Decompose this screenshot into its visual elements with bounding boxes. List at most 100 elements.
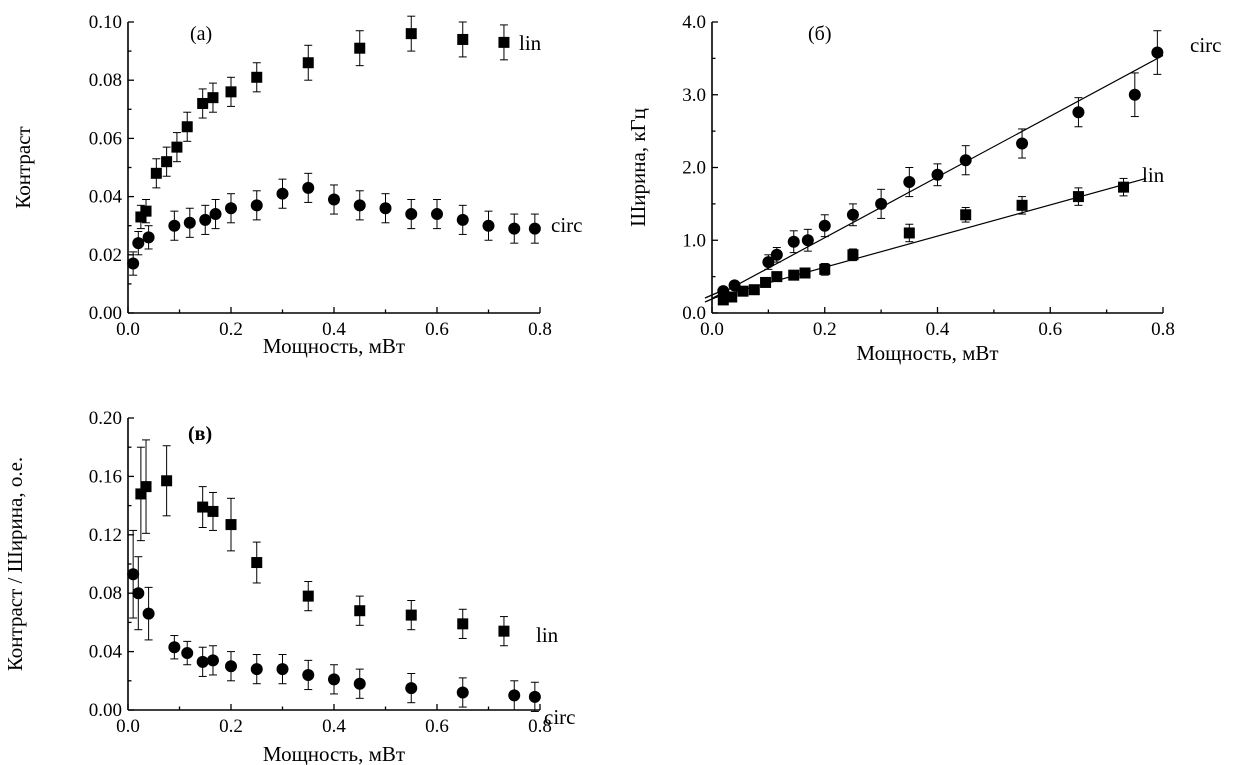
data-point-lin (135, 211, 147, 223)
data-point-circ (209, 208, 222, 221)
data-point-lin (847, 249, 859, 261)
data-point-circ (482, 219, 495, 232)
series-label-circ: circ (551, 213, 582, 237)
data-point-circ (770, 248, 783, 261)
data-point-circ (206, 654, 219, 667)
data-point-circ (276, 663, 289, 676)
data-point-circ (846, 208, 859, 221)
data-point-circ (127, 568, 140, 581)
x-tick-label: 0.8 (528, 319, 552, 340)
data-point-lin (150, 167, 162, 179)
y-tick-label: 0.10 (89, 12, 122, 33)
data-point-circ (405, 682, 418, 695)
panel-label: (б) (808, 23, 832, 45)
x-tick-label: 0.6 (425, 319, 449, 340)
data-point-circ (875, 197, 888, 210)
x-tick-label: 0.0 (116, 716, 140, 737)
x-tick-label: 0.6 (1038, 319, 1062, 340)
data-point-circ (508, 689, 521, 702)
x-tick-label: 0.4 (926, 319, 950, 340)
y-tick-label: 0.16 (89, 466, 122, 487)
x-tick-label: 0.8 (528, 716, 552, 737)
data-point-circ (353, 677, 366, 690)
y-tick-label: 0.00 (89, 700, 122, 721)
data-point-circ (787, 235, 800, 248)
data-point-circ (225, 202, 237, 215)
data-point-circ (328, 193, 340, 206)
x-tick-label: 0.2 (813, 319, 837, 340)
y-tick-label: 0.06 (89, 128, 122, 149)
data-point-circ (250, 663, 263, 676)
series-circ: circ (127, 529, 575, 729)
data-point-lin (457, 618, 469, 630)
data-point-circ (762, 256, 775, 269)
data-point-circ (528, 222, 541, 235)
x-tick-label: 0.2 (219, 319, 243, 340)
series-lin: lin (135, 439, 559, 647)
data-point-circ (508, 222, 521, 235)
data-point-circ (801, 234, 814, 247)
series-label-lin: lin (536, 623, 559, 647)
x-tick-label: 0.0 (700, 319, 724, 340)
data-point-lin (207, 505, 219, 517)
data-point-circ (353, 199, 366, 212)
y-tick-label: 4.0 (682, 12, 706, 33)
data-point-lin (726, 291, 738, 303)
data-point-lin (302, 57, 314, 69)
panel-b: 0.0 0.2 0.4 0.6 0.8 0.0 1.0 2.0 3.0 4.0 Мощность, … (626, 12, 1221, 365)
data-point-circ (132, 237, 145, 250)
data-point-circ (225, 660, 237, 673)
data-point-lin (354, 605, 366, 617)
series-lin: lin (711, 163, 1165, 306)
x-axis-label: Мощность, мВт (856, 341, 998, 365)
y-tick-label: 0.08 (89, 583, 122, 604)
x-tick-label: 0.6 (425, 716, 449, 737)
series-label-circ: circ (544, 705, 575, 729)
data-point-lin (251, 557, 263, 569)
data-point-circ (142, 231, 155, 244)
series-circ: circ (127, 172, 582, 276)
data-point-circ (328, 673, 340, 686)
data-point-circ (456, 686, 469, 699)
data-point-circ (456, 213, 469, 226)
data-point-lin (405, 609, 417, 621)
panel-c: 0.0 0.2 0.4 0.6 0.8 0.00 0.04 0.08 0.12 0.16 0.20 М… (3, 408, 575, 765)
data-point-lin (207, 92, 219, 104)
data-point-circ (302, 668, 315, 681)
data-point-circ (931, 168, 944, 181)
x-tick-label: 0.2 (219, 716, 243, 737)
y-tick-label: 3.0 (682, 85, 706, 106)
y-tick-label: 0.04 (89, 187, 123, 208)
data-point-lin (251, 71, 263, 83)
x-tick-label: 0.4 (322, 319, 346, 340)
y-tick-label: 0.12 (89, 525, 122, 546)
data-point-lin (717, 294, 729, 306)
y-tick-label: 0.20 (89, 408, 122, 429)
data-point-lin (140, 205, 152, 217)
data-point-lin (354, 42, 366, 54)
x-tick-label: 0.0 (116, 319, 140, 340)
data-point-circ (903, 176, 916, 189)
series-label-lin: lin (519, 31, 542, 55)
data-point-lin (302, 590, 314, 602)
data-point-lin (799, 267, 811, 279)
data-point-lin (1016, 199, 1028, 211)
data-point-circ (959, 154, 972, 167)
axis-break-mark (704, 291, 720, 299)
y-axis-label: Контраст / Ширина, о.е. (3, 457, 27, 671)
data-point-lin (225, 86, 237, 98)
data-point-circ (818, 219, 831, 232)
data-point-lin (161, 475, 173, 487)
data-point-lin (197, 97, 209, 109)
data-point-lin (197, 501, 209, 513)
y-tick-label: 0.08 (89, 70, 122, 91)
data-point-lin (135, 488, 147, 500)
data-point-circ (1016, 137, 1029, 150)
data-point-circ (168, 641, 181, 654)
data-point-circ (1128, 88, 1141, 101)
data-point-circ (168, 219, 181, 232)
data-point-lin (457, 33, 469, 45)
data-point-lin (498, 625, 510, 637)
y-tick-label: 0.0 (682, 303, 706, 324)
data-point-circ (183, 216, 196, 229)
